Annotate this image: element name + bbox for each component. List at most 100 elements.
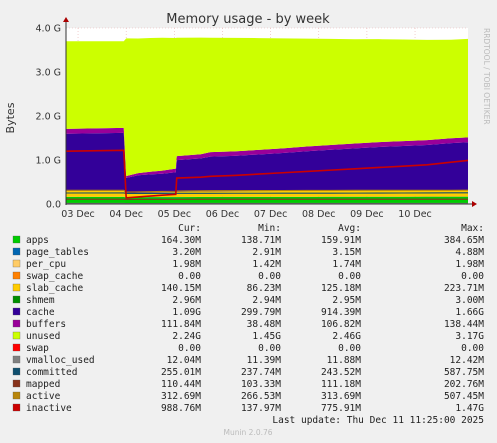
legend-max-active: 507.45M	[444, 391, 484, 402]
legend-cur-active: 312.69M	[161, 391, 201, 402]
legend-max-mapped: 202.76M	[444, 379, 484, 390]
legend-min-apps: 138.71M	[241, 235, 281, 246]
legend-min-swap_cache: 0.00	[258, 271, 281, 282]
legend-swatch-per_cpu	[12, 259, 21, 268]
legend-cur-swap_cache: 0.00	[178, 271, 201, 282]
series-area-cache	[66, 132, 468, 194]
legend-name-vmalloc_used: vmalloc_used	[26, 355, 95, 366]
legend-name-inactive: inactive	[26, 403, 72, 414]
legend-max-shmem: 3.00M	[455, 295, 484, 306]
legend-header-min: Min:	[258, 223, 281, 234]
legend-name-swap_cache: swap_cache	[26, 271, 83, 282]
series-area-buffers	[66, 127, 468, 178]
y-tick-label: 0.0	[46, 200, 61, 211]
legend-avg-mapped: 111.18M	[321, 379, 361, 390]
legend-min-committed: 237.74M	[241, 367, 281, 378]
legend-cur-cache: 1.09G	[172, 307, 201, 318]
footer-version: Munin 2.0.76	[223, 428, 272, 437]
last-update: Last update: Thu Dec 11 11:25:00 2025	[272, 415, 484, 426]
legend-avg-committed: 243.52M	[321, 367, 361, 378]
x-axis-arrow-icon	[472, 201, 477, 207]
legend-avg-page_tables: 3.15M	[332, 247, 361, 258]
legend-min-slab_cache: 86.23M	[247, 283, 282, 294]
legend-name-buffers: buffers	[26, 319, 66, 330]
legend-min-shmem: 2.94M	[252, 295, 281, 306]
legend-avg-per_cpu: 1.74M	[332, 259, 361, 270]
y-tick-label: 4.0 G	[36, 24, 62, 35]
legend-swatch-slab_cache	[12, 283, 21, 292]
legend-name-unused: unused	[26, 331, 60, 342]
legend-swatch-active	[12, 391, 21, 400]
legend-cur-apps: 164.30M	[161, 235, 201, 246]
legend-cur-unused: 2.24G	[172, 331, 201, 342]
legend-max-swap: 0.00	[461, 343, 484, 354]
legend-max-vmalloc_used: 12.42M	[450, 355, 485, 366]
legend-avg-buffers: 106.82M	[321, 319, 361, 330]
legend-cur-slab_cache: 140.15M	[161, 283, 201, 294]
legend-avg-inactive: 775.91M	[321, 403, 361, 414]
legend-max-unused: 3.17G	[455, 331, 484, 342]
legend-min-unused: 1.45G	[252, 331, 281, 342]
legend-cur-page_tables: 3.20M	[172, 247, 201, 258]
legend-max-inactive: 1.47G	[455, 403, 484, 414]
legend-swatch-apps	[12, 235, 21, 244]
legend-name-apps: apps	[26, 235, 49, 246]
legend-swatch-unused	[12, 331, 21, 340]
legend-name-per_cpu: per_cpu	[26, 259, 66, 270]
legend-name-committed: committed	[26, 367, 77, 378]
series-area-unused	[66, 37, 468, 177]
legend-avg-swap: 0.00	[338, 343, 361, 354]
legend-swatch-committed	[12, 367, 21, 376]
legend-name-swap: swap	[26, 343, 49, 354]
legend-avg-swap_cache: 0.00	[338, 271, 361, 282]
legend-min-swap: 0.00	[258, 343, 281, 354]
legend-swatch-inactive	[12, 403, 21, 412]
legend-swatch-page_tables	[12, 247, 21, 256]
legend-max-committed: 587.75M	[444, 367, 484, 378]
y-tick-label: 2.0 G	[36, 112, 62, 123]
x-tick-label: 05 Dec	[158, 209, 192, 220]
legend-swatch-mapped	[12, 379, 21, 388]
series-line-inactive	[65, 149, 469, 199]
legend-cur-inactive: 988.76M	[161, 403, 201, 414]
legend-swatch-shmem	[12, 295, 21, 304]
legend-avg-unused: 2.46G	[332, 331, 361, 342]
legend-min-cache: 299.79M	[241, 307, 281, 318]
legend-min-mapped: 103.33M	[241, 379, 281, 390]
legend-max-apps: 384.65M	[444, 235, 484, 246]
legend-name-cache: cache	[26, 307, 55, 318]
y-tick-label: 1.0 G	[36, 156, 62, 167]
legend-name-shmem: shmem	[26, 295, 55, 306]
legend-max-swap_cache: 0.00	[461, 271, 484, 282]
legend-max-per_cpu: 1.98M	[455, 259, 484, 270]
chart-title: Memory usage - by week	[166, 12, 330, 27]
legend-min-vmalloc_used: 11.39M	[247, 355, 282, 366]
legend-name-mapped: mapped	[26, 379, 60, 390]
legend-avg-slab_cache: 125.18M	[321, 283, 361, 294]
side-label: RRDTOOL / TOBI OETIKER	[482, 28, 491, 125]
y-axis-label: Bytes	[4, 102, 17, 133]
axis-layer: 0.0 1.0 G 2.0 G 3.0 G 4.0 G 03 Dec 04 Dec 05 De…	[36, 17, 477, 220]
series-area-per_cpu	[66, 196, 468, 198]
legend-name-slab_cache: slab_cache	[26, 283, 83, 294]
x-tick-label: 07 Dec	[254, 209, 288, 220]
legend-min-per_cpu: 1.42M	[252, 259, 281, 270]
series-line-active	[65, 189, 469, 193]
legend-header-max: Max:	[461, 223, 484, 234]
x-tick-label: 06 Dec	[206, 209, 240, 220]
legend-max-page_tables: 4.88M	[455, 247, 484, 258]
legend-header-avg: Avg:	[338, 223, 361, 234]
x-tick-label: 10 Dec	[398, 209, 432, 220]
legend-avg-cache: 914.39M	[321, 307, 361, 318]
legend-avg-active: 313.69M	[321, 391, 361, 402]
x-tick-label: 09 Dec	[350, 209, 384, 220]
area-layer	[66, 37, 468, 204]
legend-min-active: 266.53M	[241, 391, 281, 402]
y-tick-label: 3.0 G	[36, 68, 62, 79]
series-area-page_tables	[66, 196, 468, 198]
legend-cur-per_cpu: 1.98M	[172, 259, 201, 270]
legend-avg-apps: 159.91M	[321, 235, 361, 246]
x-tick-label: 03 Dec	[61, 209, 95, 220]
legend-cur-buffers: 111.84M	[161, 319, 201, 330]
